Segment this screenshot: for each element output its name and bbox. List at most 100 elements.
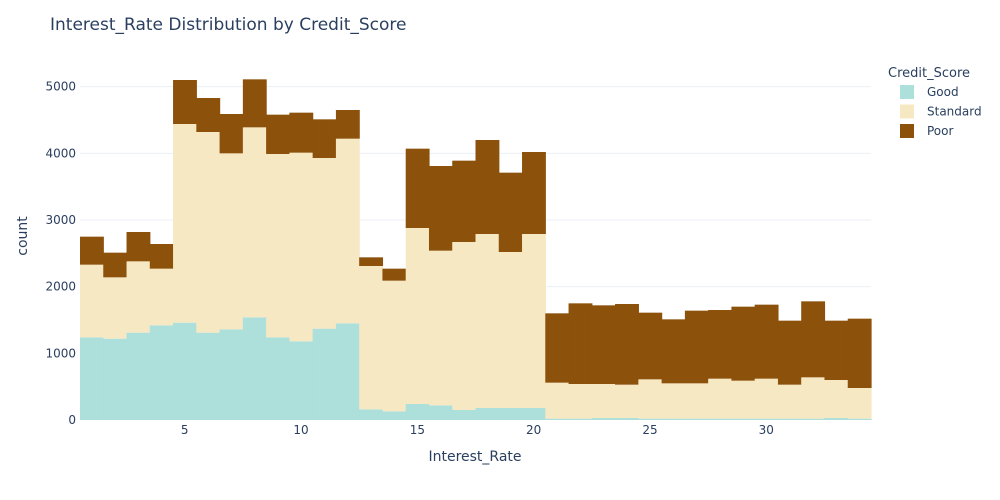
bar-poor-14[interactable] xyxy=(382,268,407,281)
bar-good-2[interactable] xyxy=(103,338,128,420)
bar-good-17[interactable] xyxy=(452,410,477,420)
bar-good-25[interactable] xyxy=(638,418,663,420)
bar-standard-29[interactable] xyxy=(731,380,756,419)
bar-standard-24[interactable] xyxy=(615,384,639,418)
bar-good-27[interactable] xyxy=(684,418,709,420)
bar-standard-4[interactable] xyxy=(149,268,174,326)
bar-poor-23[interactable] xyxy=(591,305,616,384)
bar-standard-1[interactable] xyxy=(80,264,104,338)
bar-good-20[interactable] xyxy=(522,408,546,420)
bar-poor-3[interactable] xyxy=(126,232,151,262)
bar-standard-6[interactable] xyxy=(196,132,221,333)
bar-poor-21[interactable] xyxy=(545,313,570,383)
bar-good-6[interactable] xyxy=(196,332,221,420)
bar-poor-12[interactable] xyxy=(335,110,360,139)
bar-good-24[interactable] xyxy=(615,418,639,420)
bar-poor-27[interactable] xyxy=(684,310,709,384)
bar-standard-11[interactable] xyxy=(312,158,337,329)
bar-good-15[interactable] xyxy=(405,404,430,420)
bar-poor-16[interactable] xyxy=(428,166,453,251)
bar-poor-18[interactable] xyxy=(475,140,500,234)
bar-poor-20[interactable] xyxy=(522,152,546,234)
bar-standard-2[interactable] xyxy=(103,277,128,339)
bar-standard-31[interactable] xyxy=(777,384,802,419)
bar-poor-9[interactable] xyxy=(266,114,290,154)
bar-standard-7[interactable] xyxy=(219,153,244,330)
bar-good-14[interactable] xyxy=(382,411,407,420)
bar-good-26[interactable] xyxy=(661,418,686,420)
bar-standard-34[interactable] xyxy=(847,388,872,419)
bar-standard-8[interactable] xyxy=(242,127,267,318)
bar-standard-19[interactable] xyxy=(498,252,523,408)
bar-poor-10[interactable] xyxy=(289,112,314,153)
bar-standard-17[interactable] xyxy=(452,242,477,410)
bar-standard-16[interactable] xyxy=(428,250,453,406)
bar-good-8[interactable] xyxy=(242,317,267,420)
bar-standard-15[interactable] xyxy=(405,228,430,404)
bar-poor-7[interactable] xyxy=(219,114,244,154)
bar-standard-13[interactable] xyxy=(359,266,384,410)
bar-standard-27[interactable] xyxy=(684,383,709,419)
bar-standard-22[interactable] xyxy=(568,384,593,419)
bar-good-4[interactable] xyxy=(149,325,174,420)
bar-good-1[interactable] xyxy=(80,337,104,420)
bar-poor-31[interactable] xyxy=(777,320,802,385)
bar-standard-5[interactable] xyxy=(173,124,197,323)
bar-good-5[interactable] xyxy=(173,322,197,420)
bar-good-28[interactable] xyxy=(708,418,733,420)
bar-poor-24[interactable] xyxy=(615,304,639,385)
bar-poor-29[interactable] xyxy=(731,306,756,381)
bar-standard-18[interactable] xyxy=(475,234,500,408)
bar-good-22[interactable] xyxy=(568,418,593,420)
bar-good-18[interactable] xyxy=(475,408,500,420)
bar-good-12[interactable] xyxy=(335,323,360,420)
bar-standard-3[interactable] xyxy=(126,261,151,333)
bar-standard-32[interactable] xyxy=(801,377,826,419)
legend-item-standard[interactable]: Standard xyxy=(900,104,982,119)
bar-good-31[interactable] xyxy=(777,418,802,420)
bar-poor-30[interactable] xyxy=(754,304,779,379)
bar-good-10[interactable] xyxy=(289,341,314,420)
bar-poor-25[interactable] xyxy=(638,312,663,380)
legend[interactable]: Credit_Score Good Standard Poor xyxy=(888,66,982,138)
bar-poor-26[interactable] xyxy=(661,319,686,384)
bar-standard-12[interactable] xyxy=(335,138,360,324)
bar-poor-4[interactable] xyxy=(149,244,174,269)
bar-poor-11[interactable] xyxy=(312,119,337,158)
bar-poor-2[interactable] xyxy=(103,252,128,278)
bar-standard-14[interactable] xyxy=(382,280,407,412)
bar-standard-26[interactable] xyxy=(661,383,686,419)
bar-standard-30[interactable] xyxy=(754,378,779,419)
bar-poor-6[interactable] xyxy=(196,98,221,132)
bar-poor-17[interactable] xyxy=(452,160,477,242)
bar-standard-25[interactable] xyxy=(638,379,663,419)
bar-poor-19[interactable] xyxy=(498,172,523,252)
bar-good-7[interactable] xyxy=(219,329,244,420)
bar-poor-15[interactable] xyxy=(405,148,430,228)
bar-good-16[interactable] xyxy=(428,405,453,420)
bar-good-30[interactable] xyxy=(754,418,779,420)
bar-good-23[interactable] xyxy=(591,418,616,420)
bar-good-34[interactable] xyxy=(847,418,872,420)
bar-good-3[interactable] xyxy=(126,332,151,420)
bar-poor-8[interactable] xyxy=(242,79,267,128)
bar-poor-5[interactable] xyxy=(173,80,197,124)
bar-poor-1[interactable] xyxy=(80,236,104,265)
bar-poor-32[interactable] xyxy=(801,301,826,378)
bar-poor-13[interactable] xyxy=(359,257,384,266)
bar-good-9[interactable] xyxy=(266,337,290,420)
bar-poor-33[interactable] xyxy=(824,320,849,380)
bar-good-11[interactable] xyxy=(312,328,337,420)
bar-good-33[interactable] xyxy=(824,418,849,420)
bar-good-32[interactable] xyxy=(801,418,826,420)
bar-standard-9[interactable] xyxy=(266,154,290,338)
bar-standard-33[interactable] xyxy=(824,380,849,418)
bar-good-29[interactable] xyxy=(731,418,756,420)
bar-good-19[interactable] xyxy=(498,408,523,420)
bar-standard-23[interactable] xyxy=(591,384,616,418)
legend-item-poor[interactable]: Poor xyxy=(900,124,953,138)
bar-standard-21[interactable] xyxy=(545,382,570,419)
bar-good-13[interactable] xyxy=(359,409,384,420)
bar-good-21[interactable] xyxy=(545,418,570,420)
bar-poor-34[interactable] xyxy=(847,318,872,388)
